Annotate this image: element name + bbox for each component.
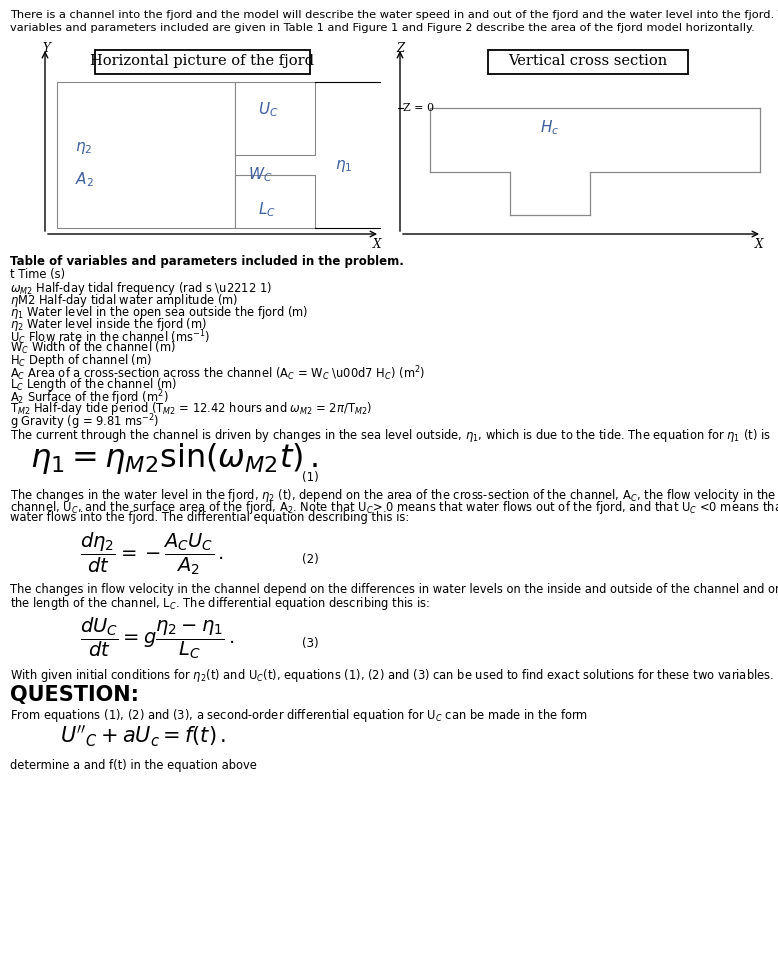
Text: (2): (2) <box>302 553 318 566</box>
Text: QUESTION:: QUESTION: <box>10 685 139 705</box>
Text: $\eta_1$ Water level in the open sea outside the fjord (m): $\eta_1$ Water level in the open sea out… <box>10 304 308 321</box>
Text: $\eta_2$: $\eta_2$ <box>75 140 93 156</box>
Text: channel, U$_C$, and the surface area of the fjord, A$_2$. Note that U$_C$> 0 mea: channel, U$_C$, and the surface area of … <box>10 499 778 516</box>
Text: X: X <box>755 238 763 251</box>
Text: With given initial conditions for $\eta_2$(t) and U$_C$(t), equations (1), (2) a: With given initial conditions for $\eta_… <box>10 667 774 684</box>
Text: (1): (1) <box>302 471 318 484</box>
Text: $A_2$: $A_2$ <box>75 170 94 189</box>
Text: The changes in the water level in the fjord, $\eta_2$ (t), depend on the area of: The changes in the water level in the fj… <box>10 487 776 504</box>
Text: There is a channel into the fjord and the model will describe the water speed in: There is a channel into the fjord and th… <box>10 10 778 20</box>
Text: The changes in flow velocity in the channel depend on the differences in water l: The changes in flow velocity in the chan… <box>10 583 778 596</box>
Text: t Time (s): t Time (s) <box>10 268 65 281</box>
Text: the length of the channel, L$_C$. The differential equation describing this is:: the length of the channel, L$_C$. The di… <box>10 595 430 612</box>
Text: Y: Y <box>42 42 50 55</box>
Text: Horizontal picture of the fjord: Horizontal picture of the fjord <box>90 54 314 68</box>
Text: $\eta_2$ Water level inside the fjord (m): $\eta_2$ Water level inside the fjord (m… <box>10 316 207 333</box>
Text: The current through the channel is driven by changes in the sea level outside, $: The current through the channel is drive… <box>10 427 771 444</box>
Bar <box>488 50 688 74</box>
Text: g Gravity (g = 9.81 ms$^{-2}$): g Gravity (g = 9.81 ms$^{-2}$) <box>10 412 159 432</box>
Text: T$_{M2}$ Half-day tide period (T$_{M2}$ = 12.42 hours and $\omega_{M2}$ = 2$\pi$: T$_{M2}$ Half-day tide period (T$_{M2}$ … <box>10 400 372 417</box>
Text: Z: Z <box>396 42 404 55</box>
Bar <box>95 50 310 74</box>
Text: W$_C$ Width of the channel (m): W$_C$ Width of the channel (m) <box>10 340 176 356</box>
Text: $\dfrac{d\eta_2}{dt} = -\dfrac{A_C U_C}{A_2}\,.$: $\dfrac{d\eta_2}{dt} = -\dfrac{A_C U_C}{… <box>80 531 224 577</box>
Text: H$_C$ Depth of channel (m): H$_C$ Depth of channel (m) <box>10 352 152 369</box>
Text: $\eta_1$: $\eta_1$ <box>335 158 352 174</box>
Text: From equations (1), (2) and (3), a second-order differential equation for U$_C$ : From equations (1), (2) and (3), a secon… <box>10 707 588 724</box>
Text: $H_c$: $H_c$ <box>541 118 559 136</box>
Text: $W_C$: $W_C$ <box>248 165 272 183</box>
Text: A$_C$ Area of a cross-section across the channel (A$_C$ = W$_C$ \u00d7 H$_C$) (m: A$_C$ Area of a cross-section across the… <box>10 364 426 383</box>
Text: determine a and f(t) in the equation above: determine a and f(t) in the equation abo… <box>10 759 257 772</box>
Text: variables and parameters included are given in Table 1 and Figure 1 and Figure 2: variables and parameters included are gi… <box>10 23 755 33</box>
Text: A$_2$ Surface of the fjord (m$^2$): A$_2$ Surface of the fjord (m$^2$) <box>10 388 169 408</box>
Text: $\eta$M2 Half-day tidal water amplitude (m): $\eta$M2 Half-day tidal water amplitude … <box>10 292 238 309</box>
Bar <box>235 175 315 228</box>
Bar <box>57 82 235 228</box>
Text: X: X <box>373 238 381 251</box>
Text: $\dfrac{dU_C}{dt} = g\dfrac{\eta_2 - \eta_1}{L_C}\,.$: $\dfrac{dU_C}{dt} = g\dfrac{\eta_2 - \et… <box>80 615 234 661</box>
Text: $U_C$: $U_C$ <box>258 100 279 119</box>
Text: water flows into the fjord. The differential equation describing this is:: water flows into the fjord. The differen… <box>10 511 409 524</box>
Text: $\eta_1 = \eta_{M2}\mathrm{sin}(\omega_{M2}t)\,.$: $\eta_1 = \eta_{M2}\mathrm{sin}(\omega_{… <box>30 441 318 476</box>
Text: $L_C$: $L_C$ <box>258 200 276 218</box>
Text: L$_C$ Length of the channel (m): L$_C$ Length of the channel (m) <box>10 376 177 393</box>
Text: U$_C$ Flow rate in the channel (ms$^{-1}$): U$_C$ Flow rate in the channel (ms$^{-1}… <box>10 328 210 347</box>
Bar <box>235 82 315 155</box>
Text: $U''_C + aU_c = f(t)\,.$: $U''_C + aU_c = f(t)\,.$ <box>60 723 226 749</box>
Text: Z = 0: Z = 0 <box>403 103 434 113</box>
Text: $\omega_{M2}$ Half-day tidal frequency (rad s \u2212 1): $\omega_{M2}$ Half-day tidal frequency (… <box>10 280 272 297</box>
Text: Table of variables and parameters included in the problem.: Table of variables and parameters includ… <box>10 255 404 268</box>
Text: (3): (3) <box>302 637 318 650</box>
Text: Vertical cross section: Vertical cross section <box>508 54 668 68</box>
